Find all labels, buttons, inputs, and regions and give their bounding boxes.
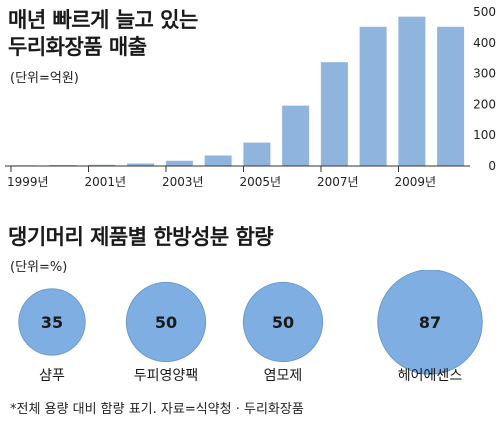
- bar-2006년: [282, 105, 310, 166]
- bubble-category-label: 헤어에센스: [398, 368, 463, 384]
- footnote: *전체 용량 대비 함량 표기. 자료=식약청 · 두리화장품: [10, 402, 304, 417]
- sales-chart-title-line2: 두리화장품 매출: [8, 35, 147, 59]
- y-tick-label: 100: [473, 128, 496, 142]
- herbal-chart-unit: (단위=%): [10, 260, 68, 275]
- bubble-category-label: 염모제: [264, 368, 303, 384]
- bar-2009년: [398, 16, 426, 167]
- x-tick-label: 2009년: [395, 175, 437, 189]
- bar-2008년: [359, 26, 387, 167]
- bar-2002년: [127, 163, 155, 166]
- bubble-value-label: 50: [272, 313, 294, 332]
- herbal-bubble-chart: 35 샴푸 50 두피영양팩 50 염모제 87 헤어에센스: [18, 270, 483, 384]
- y-tick-label: 300: [473, 67, 496, 81]
- bubble-category-label: 샴푸: [39, 368, 65, 384]
- y-tick-label: 400: [473, 36, 496, 50]
- bubble-value-label: 35: [41, 313, 63, 332]
- bar-2007년: [320, 62, 348, 167]
- x-tick-label: 2007년: [317, 175, 359, 189]
- bubble-value-label: 50: [155, 313, 177, 332]
- herbal-chart-title: 댕기머리 제품별 한방성분 함량: [8, 225, 274, 249]
- bubble-헤어에센스: [377, 270, 483, 375]
- y-tick-label: 200: [473, 97, 496, 111]
- bar-2010년: [437, 26, 465, 167]
- bar-2001년: [88, 164, 116, 166]
- bubble-염모제: [242, 281, 324, 363]
- bubble-value-label: 87: [419, 313, 441, 332]
- x-tick-label: 2005년: [240, 175, 282, 189]
- x-tick-label: 1999년: [7, 175, 49, 189]
- bar-2003년: [165, 160, 193, 166]
- y-tick-label: 500: [473, 5, 496, 19]
- bubble-category-label: 두피영양팩: [134, 368, 198, 384]
- bar-2005년: [243, 142, 271, 166]
- bubble-두피영양팩: [125, 281, 207, 363]
- x-tick-label: 2001년: [85, 175, 127, 189]
- sales-bar-chart: 1999년 2001년 2003년 2005년 2007년 2009년 0 100 200 300…: [5, 5, 496, 189]
- sales-chart-unit: (단위=억원): [10, 71, 79, 86]
- y-tick-label: 0: [488, 159, 496, 173]
- sales-chart-title-line1: 매년 빠르게 늘고 있는: [8, 8, 198, 32]
- bar-2004년: [204, 155, 232, 166]
- x-tick-label: 2003년: [162, 175, 204, 189]
- bubble-샴푸: [18, 288, 86, 356]
